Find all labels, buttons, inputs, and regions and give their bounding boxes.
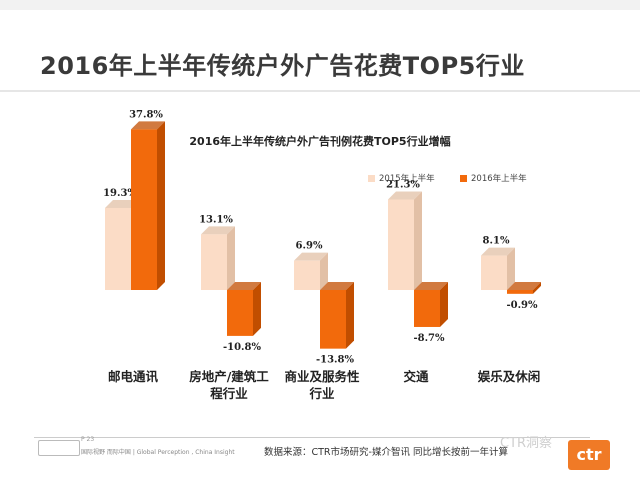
data-label-2016-4: -0.9% bbox=[506, 300, 538, 311]
data-label-2015-1: 13.1% bbox=[199, 214, 233, 225]
category-label-line: 行业 bbox=[309, 386, 335, 401]
category-label-line: 程行业 bbox=[210, 386, 248, 401]
data-label-2016-2: -13.8% bbox=[316, 355, 355, 366]
bar-2016-1 bbox=[227, 282, 261, 336]
category-label-4: 娱乐及休闲 bbox=[464, 368, 554, 385]
category-label-line: 交通 bbox=[403, 369, 429, 384]
bar-2015-3 bbox=[388, 191, 422, 290]
legend-item-2016: 2016年上半年 bbox=[460, 172, 527, 184]
data-label-2015-0: 19.3% bbox=[103, 188, 137, 199]
top-bar bbox=[0, 0, 640, 10]
data-label-2015-2: 6.9% bbox=[296, 241, 323, 252]
data-label-2015-3: 21.3% bbox=[386, 179, 420, 190]
footer-tagline: 国际视野 而际中国 | Global Perception , China In… bbox=[81, 449, 235, 456]
chart-title: 2016年上半年传统户外广告刊例花费TOP5行业增幅 bbox=[189, 135, 451, 148]
bar-2015-2 bbox=[294, 252, 328, 290]
page-number: P 23 bbox=[81, 436, 95, 443]
watermark: CTR洞察 bbox=[500, 436, 553, 451]
category-label-line: 房地产/建筑工 bbox=[189, 369, 269, 384]
bar-2016-3 bbox=[414, 282, 448, 327]
legend-label-2016: 2016年上半年 bbox=[471, 174, 527, 184]
data-label-2016-3: -8.7% bbox=[413, 333, 445, 344]
category-label-1: 房地产/建筑工 程行业 bbox=[184, 368, 274, 402]
category-label-line: 邮电通讯 bbox=[107, 369, 158, 384]
legend-swatch-2015 bbox=[368, 175, 375, 182]
bar-2016-4 bbox=[507, 282, 541, 294]
legend-label-2015: 2015年上半年 bbox=[379, 174, 435, 184]
category-label-0: 邮电通讯 bbox=[88, 368, 178, 385]
category-label-3: 交通 bbox=[371, 368, 461, 385]
ctr-logo: ctr bbox=[568, 440, 610, 470]
bar-2015-1 bbox=[201, 226, 235, 290]
category-label-line: 娱乐及休闲 bbox=[477, 369, 541, 384]
bar-2016-0 bbox=[131, 121, 165, 290]
data-label-2016-1: -10.8% bbox=[223, 342, 262, 353]
data-label-2015-4: 8.1% bbox=[483, 236, 510, 247]
title-divider bbox=[0, 90, 640, 92]
category-label-line: 商业及服务性 bbox=[284, 369, 360, 384]
bar-2015-0 bbox=[105, 199, 139, 290]
data-label-2016-0: 37.8% bbox=[129, 109, 163, 120]
bar-2015-4 bbox=[481, 247, 515, 290]
data-source: 数据来源：CTR市场研究-媒介智讯 同比增长按前一年计算 bbox=[264, 447, 508, 458]
bar-2016-2 bbox=[320, 282, 354, 349]
footer-divider bbox=[34, 437, 590, 438]
certification-badge bbox=[38, 440, 80, 456]
legend-item-2015: 2015年上半年 bbox=[368, 172, 435, 184]
category-label-2: 商业及服务性 行业 bbox=[277, 368, 367, 402]
page-title: 2016年上半年传统户外广告花费TOP5行业 bbox=[40, 52, 525, 80]
legend-swatch-2016 bbox=[460, 175, 467, 182]
